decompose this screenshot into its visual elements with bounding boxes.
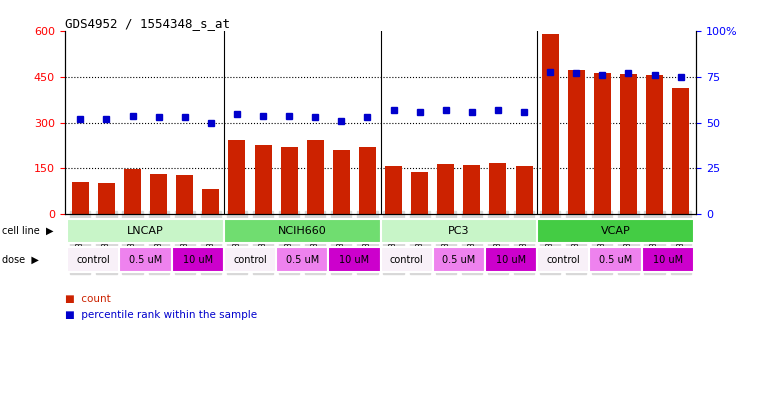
Text: GDS4952 / 1554348_s_at: GDS4952 / 1554348_s_at <box>65 17 230 30</box>
Text: 10 uM: 10 uM <box>339 255 369 264</box>
Bar <box>463 165 480 214</box>
Bar <box>124 169 141 214</box>
Bar <box>172 247 224 272</box>
Bar <box>119 247 172 272</box>
Text: NCIH660: NCIH660 <box>278 226 326 236</box>
Text: ■  percentile rank within the sample: ■ percentile rank within the sample <box>65 310 256 320</box>
Bar <box>380 219 537 243</box>
Bar <box>620 74 637 214</box>
Text: VCAP: VCAP <box>600 226 630 236</box>
Text: control: control <box>546 255 580 264</box>
Bar <box>485 247 537 272</box>
Bar <box>537 247 589 272</box>
Text: 10 uM: 10 uM <box>496 255 526 264</box>
Bar <box>328 247 380 272</box>
Text: LNCAP: LNCAP <box>127 226 164 236</box>
Bar <box>307 140 323 214</box>
Bar <box>642 247 694 272</box>
Bar <box>411 171 428 214</box>
Bar <box>202 189 219 214</box>
Text: dose  ▶: dose ▶ <box>2 255 38 264</box>
Text: control: control <box>390 255 423 264</box>
Bar <box>589 247 642 272</box>
Bar <box>542 35 559 214</box>
Bar <box>672 88 689 214</box>
Bar <box>359 147 376 214</box>
Bar <box>224 219 380 243</box>
Bar <box>489 163 506 214</box>
Text: 0.5 uM: 0.5 uM <box>442 255 476 264</box>
Bar <box>67 247 119 272</box>
Bar <box>380 247 433 272</box>
Text: control: control <box>233 255 267 264</box>
Text: control: control <box>77 255 110 264</box>
Bar <box>438 164 454 214</box>
Text: ■  count: ■ count <box>65 294 110 304</box>
Text: 0.5 uM: 0.5 uM <box>129 255 162 264</box>
Bar <box>537 219 694 243</box>
Text: 0.5 uM: 0.5 uM <box>285 255 319 264</box>
Text: 0.5 uM: 0.5 uM <box>599 255 632 264</box>
Bar <box>646 75 663 214</box>
Bar <box>224 247 276 272</box>
Text: 10 uM: 10 uM <box>652 255 683 264</box>
Bar <box>72 182 89 214</box>
Bar <box>67 219 224 243</box>
Bar <box>568 70 584 214</box>
Bar <box>281 147 298 214</box>
Bar <box>515 166 533 214</box>
Bar <box>385 166 402 214</box>
Text: PC3: PC3 <box>448 226 470 236</box>
Text: cell line  ▶: cell line ▶ <box>2 226 53 236</box>
Bar <box>228 140 246 214</box>
Bar <box>98 183 115 214</box>
Bar <box>594 73 611 214</box>
Bar <box>276 247 328 272</box>
Bar <box>150 174 167 214</box>
Bar <box>433 247 485 272</box>
Bar <box>177 174 193 214</box>
Bar <box>333 150 350 214</box>
Bar <box>255 145 272 214</box>
Text: 10 uM: 10 uM <box>183 255 213 264</box>
